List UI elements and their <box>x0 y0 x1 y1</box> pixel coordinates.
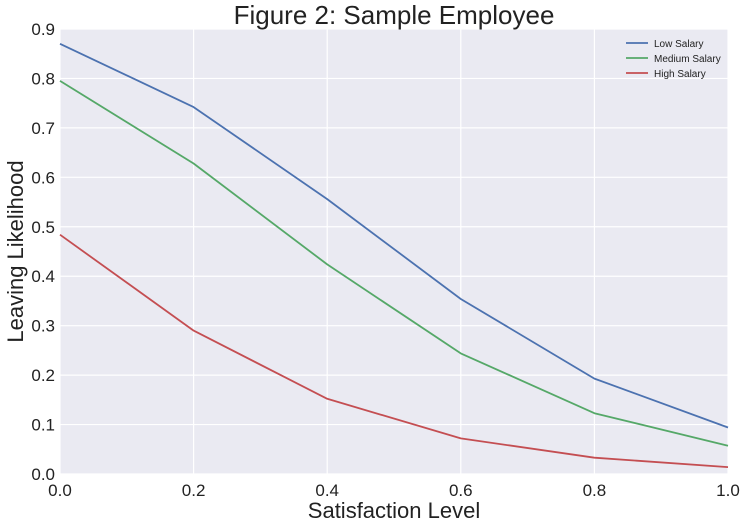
y-tick-label: 0.9 <box>31 20 55 39</box>
series-line-medium-salary <box>59 80 729 447</box>
x-tick-label: 0.6 <box>449 481 473 500</box>
chart-title: Figure 2: Sample Employee <box>234 0 555 30</box>
series-line-high-salary <box>59 233 729 468</box>
y-tick-label: 0.5 <box>31 218 55 237</box>
x-tick-label: 0.4 <box>315 481 339 500</box>
legend-label: Medium Salary <box>654 54 721 65</box>
grid-lines <box>59 28 729 475</box>
y-tick-label: 0.1 <box>31 416 55 435</box>
series-lines <box>59 42 729 468</box>
y-tick-label: 0.0 <box>31 465 55 484</box>
plot-area <box>60 29 728 474</box>
x-tick-label: 0.0 <box>48 481 72 500</box>
y-tick-label: 0.6 <box>31 168 55 187</box>
y-tick-label: 0.7 <box>31 119 55 138</box>
y-tick-label: 0.4 <box>31 267 55 286</box>
y-tick-label: 0.2 <box>31 366 55 385</box>
legend: Low Salary Medium Salary High Salary <box>626 39 721 80</box>
tick-labels: 0.0 0.1 0.2 0.3 0.4 0.5 0.6 0.7 0.8 0.9 0.0 0.2 0.4 0… <box>31 20 739 500</box>
x-tick-label: 1.0 <box>716 481 740 500</box>
legend-label: High Salary <box>654 69 706 80</box>
series-line-low-salary <box>59 42 729 429</box>
y-axis-label: Leaving Likelihood <box>3 160 28 342</box>
x-tick-label: 0.8 <box>583 481 607 500</box>
y-tick-label: 0.8 <box>31 69 55 88</box>
x-tick-label: 0.2 <box>182 481 206 500</box>
y-tick-label: 0.3 <box>31 317 55 336</box>
legend-label: Low Salary <box>654 39 703 50</box>
x-axis-label: Satisfaction Level <box>308 498 480 523</box>
